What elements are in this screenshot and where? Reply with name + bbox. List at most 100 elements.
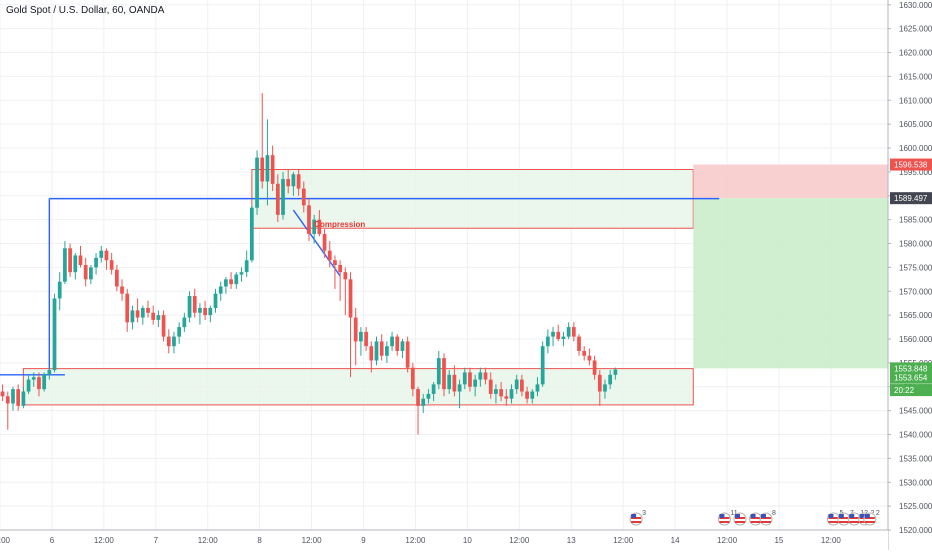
candle[interactable] [353,307,358,366]
price-tag[interactable]: 1589.497 [890,192,932,205]
candle[interactable] [37,372,41,397]
candle[interactable] [286,169,291,194]
price-tag[interactable]: 1553.848 [890,362,932,375]
candle[interactable] [275,174,280,223]
candle[interactable] [561,331,566,347]
candle[interactable] [265,119,270,206]
candle[interactable] [359,327,363,356]
candle[interactable] [566,322,571,340]
candle[interactable] [244,250,249,277]
candle[interactable] [509,384,514,404]
take-profit-zone[interactable] [693,198,888,369]
candle[interactable] [146,300,150,318]
candle[interactable] [530,389,535,404]
candle[interactable] [89,265,93,285]
candle[interactable] [457,379,462,409]
candle[interactable] [597,370,602,406]
candle[interactable] [416,386,420,435]
candle[interactable] [436,350,441,390]
candle[interactable] [410,362,415,397]
candle[interactable] [571,322,576,342]
price-tag[interactable]: 1596.538 [890,158,932,171]
candle[interactable] [374,336,379,366]
candle[interactable] [224,276,228,294]
candle[interactable] [234,272,239,289]
compression-trendline[interactable] [292,209,341,277]
candle[interactable] [83,257,88,287]
candle[interactable] [104,248,109,270]
candle[interactable] [478,367,483,387]
candle[interactable] [582,346,587,361]
candle[interactable] [312,214,317,244]
candle[interactable] [63,241,67,285]
candle[interactable] [99,245,104,263]
candle[interactable] [218,281,223,301]
support-zone[interactable] [22,368,694,406]
candle[interactable] [125,288,130,332]
candle[interactable] [16,384,21,411]
candle[interactable] [322,229,327,258]
candle[interactable] [426,389,431,404]
candle[interactable] [0,384,5,402]
candle[interactable] [535,377,540,397]
candle[interactable] [156,310,161,328]
candle[interactable] [42,372,47,392]
candle[interactable] [182,312,187,332]
compression-label[interactable]: Compression [314,220,365,229]
candle[interactable] [452,365,457,397]
candle[interactable] [421,393,426,414]
candle[interactable] [166,329,171,354]
candle[interactable] [483,367,488,385]
candle[interactable] [307,198,311,242]
event-marker[interactable]: 3 [629,510,646,526]
time-axis[interactable] [0,530,888,550]
candle[interactable] [301,181,306,213]
candle[interactable] [120,279,124,301]
event-marker[interactable] [733,512,747,526]
candle[interactable] [11,386,15,411]
candle[interactable] [545,329,550,354]
candle[interactable] [192,288,197,318]
candle[interactable] [296,169,301,196]
event-marker[interactable]: 8 [759,510,776,526]
price-tag[interactable]: 1553.654 [890,371,932,384]
candle[interactable] [239,267,244,282]
candle[interactable] [494,384,498,404]
candle[interactable] [613,367,618,380]
candle[interactable] [348,272,353,378]
candle[interactable] [405,336,410,373]
candle[interactable] [161,310,166,342]
candle[interactable] [369,341,374,373]
candle[interactable] [255,150,259,215]
candle[interactable] [400,339,405,359]
candle[interactable] [151,305,156,325]
candle[interactable] [577,334,581,356]
candle[interactable] [514,374,519,394]
candle[interactable] [5,391,10,430]
candle[interactable] [431,381,436,402]
candle[interactable] [208,305,213,323]
candle[interactable] [395,334,400,356]
candle[interactable] [291,171,296,196]
candle[interactable] [587,348,592,366]
candle[interactable] [198,303,202,325]
candle[interactable] [333,255,337,289]
event-marker[interactable]: 11 [717,510,738,526]
candle[interactable] [338,260,343,301]
candle[interactable] [390,331,394,351]
candle[interactable] [57,272,62,311]
candle[interactable] [26,374,31,394]
candle[interactable] [31,372,36,387]
candle[interactable] [213,288,218,313]
candle[interactable] [442,353,446,397]
candle[interactable] [468,367,472,392]
candle[interactable] [364,327,368,351]
candle[interactable] [249,205,254,263]
candle[interactable] [551,327,555,347]
candle[interactable] [270,145,275,191]
candle[interactable] [47,367,52,380]
candle[interactable] [260,93,265,189]
candle[interactable] [21,386,26,409]
